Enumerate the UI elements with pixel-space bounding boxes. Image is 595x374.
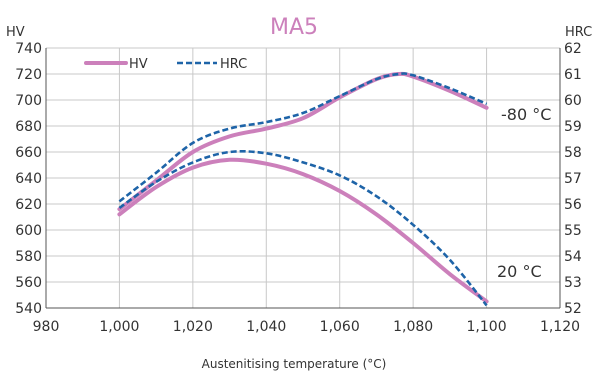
y-left-tick-label: 620	[15, 197, 42, 213]
y-right-tick-label: 61	[564, 67, 582, 83]
x-axis-label: Austenitising temperature (°C)	[202, 357, 387, 371]
y-left-tick-label: 600	[15, 223, 42, 239]
y-left-tick-label: 580	[15, 249, 42, 265]
y-right-tick-label: 55	[564, 223, 582, 239]
x-tick-label: 1,020	[173, 319, 213, 335]
y-right-tick-label: 57	[564, 171, 582, 187]
series-hrc-20c-line	[118, 150, 488, 307]
y-left-tick-label: 700	[15, 93, 42, 109]
x-tick-label: 1,120	[540, 319, 580, 335]
y-right-tick-label: 58	[564, 145, 582, 161]
x-tick-label: 1,080	[393, 319, 433, 335]
x-tick-label: 980	[33, 319, 60, 335]
y-right-tick-label: 54	[564, 249, 582, 265]
series-layer	[117, 71, 489, 307]
annotation-minus-80c: -80 °C	[501, 105, 551, 124]
series-hv-minus-80c-line	[117, 71, 489, 212]
y-left-tick-label: 720	[15, 67, 42, 83]
y-left-tick-label: 640	[15, 171, 42, 187]
legend: HV HRC	[84, 57, 247, 72]
x-tick-label: 1,060	[320, 319, 360, 335]
y-right-tick-label: 60	[564, 93, 582, 109]
gridlines	[45, 47, 561, 309]
series-hv-20c-line	[117, 157, 489, 304]
y-axis-left-label: HV	[6, 25, 25, 40]
legend-label-hv: HV	[129, 57, 148, 72]
x-tick-label: 1,040	[246, 319, 286, 335]
y-left-tick-label: 740	[15, 41, 42, 57]
y-right-tick-label: 59	[564, 119, 582, 135]
axes: 540 52 560 53 580 54 600 55 620 56 640 57 660 58 680 59…	[15, 41, 582, 335]
annotation-20c: 20 °C	[497, 262, 542, 281]
y-left-tick-label: 660	[15, 145, 42, 161]
y-left-tick-label: 560	[15, 275, 42, 291]
x-tick-label: 1,000	[99, 319, 139, 335]
y-left-tick-label: 680	[15, 119, 42, 135]
y-right-tick-label: 56	[564, 197, 582, 213]
legend-label-hrc: HRC	[220, 57, 247, 72]
y-right-tick-label: 52	[564, 301, 582, 317]
x-tick-label: 1,100	[467, 319, 507, 335]
y-right-tick-label: 62	[564, 41, 582, 57]
y-axis-right-label: HRC	[565, 25, 592, 40]
chart-title: MA5	[270, 15, 318, 40]
series-hrc-minus-80c-line	[118, 72, 488, 203]
y-right-tick-label: 53	[564, 275, 582, 291]
y-left-tick-label: 540	[15, 301, 42, 317]
